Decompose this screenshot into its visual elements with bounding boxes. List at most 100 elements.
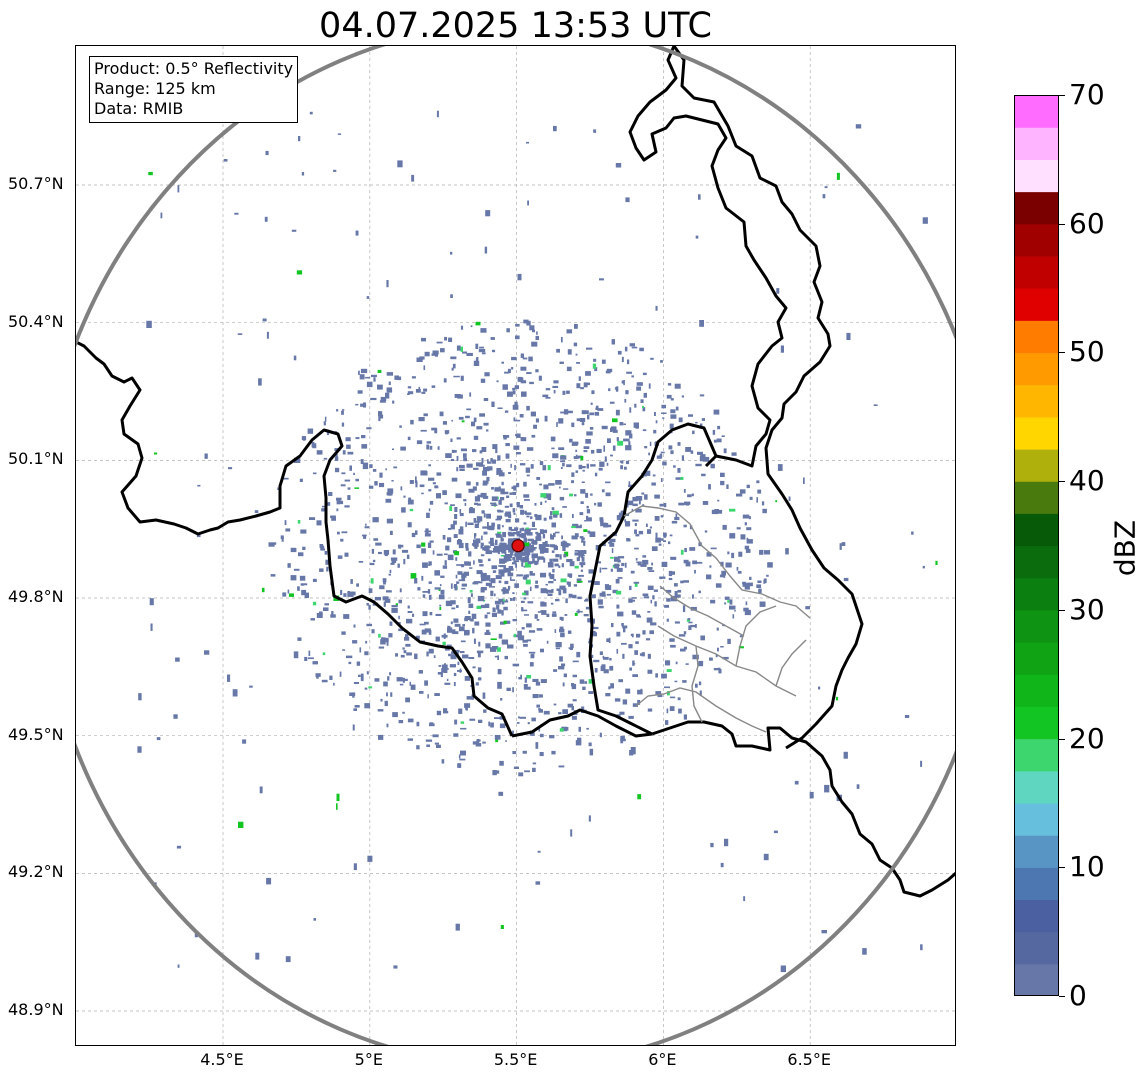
echo-cell xyxy=(499,760,504,766)
colorbar-tick-mark xyxy=(1059,481,1065,483)
echo-cell xyxy=(649,526,652,529)
echo-cell xyxy=(342,409,345,411)
echo-cell xyxy=(486,629,490,634)
echo-cell xyxy=(524,499,530,501)
echo-cell xyxy=(524,677,527,683)
echo-cell xyxy=(345,437,351,442)
echo-cell xyxy=(258,378,262,386)
echo-cell xyxy=(661,412,667,414)
echo-cell xyxy=(627,500,634,506)
echo-cell xyxy=(560,411,565,414)
echo-cell xyxy=(547,593,553,596)
echo-cell xyxy=(377,369,382,373)
echo-cell xyxy=(698,194,701,200)
echo-cell xyxy=(405,634,409,639)
echo-cell xyxy=(624,466,627,470)
echo-cell xyxy=(490,502,497,505)
echo-cell xyxy=(447,528,452,530)
echo-cell xyxy=(419,623,426,626)
echo-cell xyxy=(459,466,465,468)
echo-cell xyxy=(688,621,693,624)
echo-cell xyxy=(591,390,595,395)
echo-cell xyxy=(287,589,290,594)
echo-cell xyxy=(642,593,649,596)
echo-cell xyxy=(347,495,351,500)
echo-cell xyxy=(567,349,572,355)
echo-cell xyxy=(619,460,623,463)
echo-cell xyxy=(312,578,317,582)
echo-cell xyxy=(595,545,600,551)
echo-cell xyxy=(512,387,516,391)
echo-cell xyxy=(401,507,406,513)
echo-cell xyxy=(520,437,527,442)
echo-cell xyxy=(457,581,460,584)
echo-cell xyxy=(701,418,705,421)
echo-cell xyxy=(580,501,584,504)
echo-cell xyxy=(586,505,589,509)
echo-cell xyxy=(309,517,316,520)
echo-cell xyxy=(585,439,591,444)
echo-cell xyxy=(523,643,528,647)
echo-cell xyxy=(605,492,611,497)
echo-cell xyxy=(618,556,625,559)
echo-cell xyxy=(399,588,402,593)
echo-cell xyxy=(389,569,392,573)
echo-cell xyxy=(559,628,565,633)
echo-cell xyxy=(507,391,513,397)
echo-cell xyxy=(637,699,641,705)
echo-cell xyxy=(736,527,741,530)
echo-cell xyxy=(398,628,404,632)
echo-cell xyxy=(519,555,522,560)
echo-cell xyxy=(571,706,574,711)
echo-cell xyxy=(457,670,462,672)
echo-cell xyxy=(725,562,732,568)
echo-cell xyxy=(904,715,910,718)
echo-cell xyxy=(499,723,506,729)
echo-cell xyxy=(417,587,421,591)
echo-cell xyxy=(531,547,536,551)
echo-cell xyxy=(589,531,596,537)
colorbar-segment xyxy=(1014,963,1059,996)
echo-cell xyxy=(340,538,344,542)
echo-cell xyxy=(680,477,684,480)
echo-cell xyxy=(611,426,617,432)
echo-cell xyxy=(606,462,609,466)
echo-cell xyxy=(535,536,542,541)
echo-cell xyxy=(476,650,484,654)
echo-cell xyxy=(379,472,383,478)
echo-cell xyxy=(625,688,631,694)
echo-cell xyxy=(491,459,496,464)
echo-cell xyxy=(524,614,529,616)
border-belgium-germany xyxy=(628,46,788,468)
echo-cell xyxy=(618,512,623,518)
echo-cell xyxy=(692,430,695,435)
colorbar-tick-label: 0 xyxy=(1069,979,1087,1012)
echo-cell xyxy=(589,748,594,756)
echo-cell xyxy=(463,458,467,462)
echo-cell xyxy=(556,422,558,427)
echo-cell xyxy=(468,551,472,557)
radar-site-marker[interactable] xyxy=(511,539,525,553)
echo-cell xyxy=(666,708,669,714)
echo-cell xyxy=(346,655,353,659)
echo-cell xyxy=(483,422,489,426)
echo-cell xyxy=(670,450,674,455)
echo-cell xyxy=(406,652,412,656)
echo-cell xyxy=(628,644,633,649)
border-luxembourg-france xyxy=(511,708,653,738)
echo-cell xyxy=(360,459,364,464)
echo-cell xyxy=(616,648,619,654)
echo-cell xyxy=(528,356,533,362)
radar-map[interactable] xyxy=(75,45,956,1046)
echo-cell xyxy=(293,568,300,571)
echo-cell xyxy=(460,564,465,568)
echo-cell xyxy=(496,380,499,383)
echo-cell xyxy=(539,529,544,534)
echo-cell xyxy=(601,425,608,430)
echo-cell xyxy=(581,422,585,426)
echo-cell xyxy=(416,721,420,727)
echo-cell xyxy=(468,561,471,566)
echo-cell xyxy=(843,577,849,582)
echo-cell xyxy=(568,581,571,587)
echo-cell xyxy=(490,590,494,597)
